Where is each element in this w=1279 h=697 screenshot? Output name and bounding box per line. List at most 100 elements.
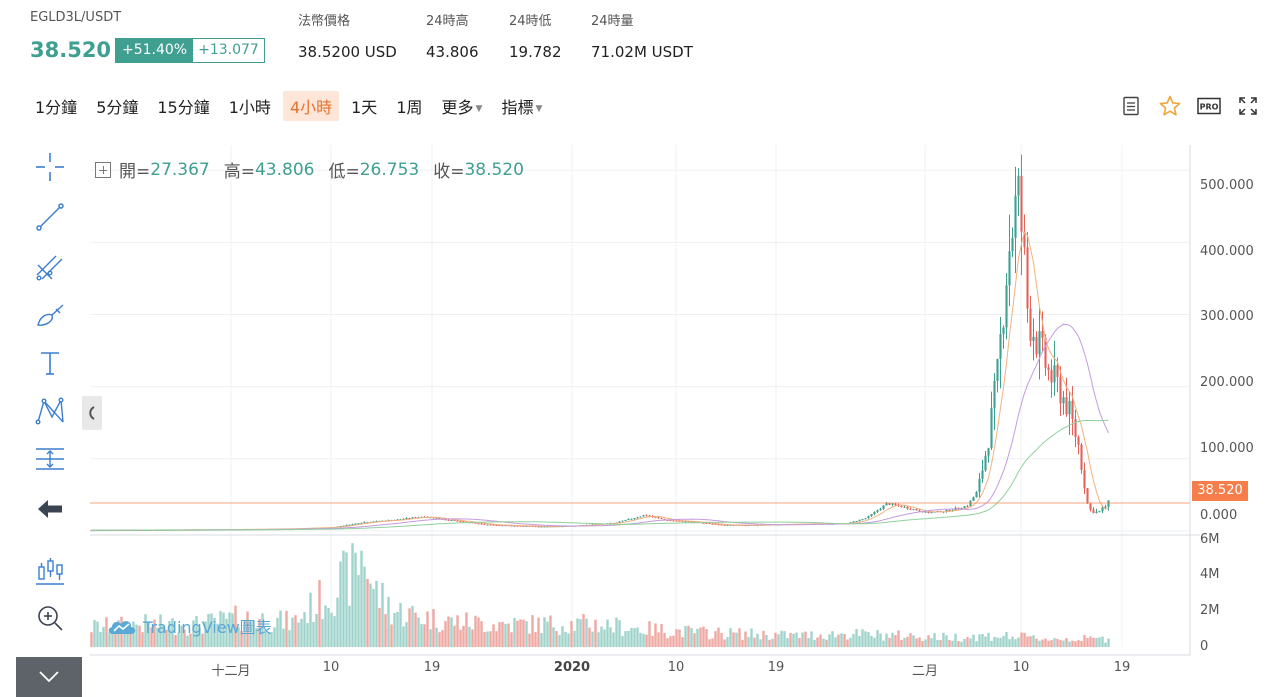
candle-body <box>621 520 624 522</box>
volume-bar <box>375 580 378 647</box>
ma-slow-line <box>91 419 1109 531</box>
note-icon[interactable] <box>1118 93 1144 119</box>
volume-bar <box>678 629 681 647</box>
volume-bar <box>315 613 318 647</box>
volume-bar <box>327 608 330 647</box>
volume-bar <box>450 617 453 647</box>
volume-bar <box>144 614 147 647</box>
back-arrow-icon[interactable] <box>32 491 68 527</box>
timeframe-1w[interactable]: 1周 <box>396 98 423 117</box>
candle-body <box>1083 469 1086 489</box>
candle-body <box>414 517 417 519</box>
candle-body <box>981 470 984 479</box>
candle-body <box>633 518 636 520</box>
fullscreen-icon[interactable] <box>1235 93 1261 119</box>
pattern-icon[interactable] <box>32 393 68 429</box>
volume-bar <box>324 605 327 647</box>
candle-body <box>927 511 930 514</box>
timeframe-5m[interactable]: 5分鐘 <box>96 98 139 117</box>
time-tick-label: 10 <box>322 660 340 675</box>
volume-bar <box>816 637 819 647</box>
volume-bar <box>147 621 150 647</box>
volume-bar <box>501 621 504 647</box>
volume-bar <box>918 637 921 647</box>
volume-bar <box>1086 638 1089 647</box>
candle-body <box>732 524 735 526</box>
price-chart[interactable] <box>90 145 1279 697</box>
candle-body <box>972 497 975 501</box>
timeframe-1d[interactable]: 1天 <box>351 98 378 117</box>
candle-body <box>1023 231 1026 248</box>
timeframe-15m[interactable]: 15分鐘 <box>157 98 210 117</box>
volume-bar <box>1056 638 1059 647</box>
candles-icon[interactable] <box>32 553 68 589</box>
volume-bar <box>537 617 540 647</box>
volume-bar <box>126 621 129 647</box>
timeframe-1h[interactable]: 1小時 <box>228 98 271 117</box>
volume-bar <box>261 613 264 647</box>
text-icon[interactable] <box>32 345 68 381</box>
volume-bar <box>1032 635 1035 647</box>
fib-icon[interactable] <box>32 249 68 285</box>
candle-body <box>1011 237 1014 252</box>
volume-bar <box>900 639 903 647</box>
candle-body <box>1071 400 1074 419</box>
volume-bar <box>141 632 144 647</box>
candle-body <box>1098 511 1101 513</box>
chevron-down-icon[interactable] <box>16 657 82 697</box>
volume-bar <box>90 632 93 647</box>
crosshair-icon[interactable] <box>32 149 68 185</box>
candle-body <box>1056 365 1059 377</box>
candle-body <box>975 492 978 498</box>
toolbar-collapse-handle[interactable] <box>82 396 102 430</box>
volume-bar <box>267 632 270 647</box>
zoom-icon[interactable] <box>32 600 68 636</box>
candle-body <box>909 508 912 510</box>
measure-icon[interactable] <box>32 441 68 477</box>
volume-bar <box>336 597 339 647</box>
brush-icon[interactable] <box>32 297 68 333</box>
candle-body <box>912 509 915 511</box>
volume-bar <box>990 640 993 647</box>
volume-bar <box>372 589 375 647</box>
volume-bar <box>885 633 888 647</box>
volume-bar <box>108 632 111 647</box>
candle-body <box>351 523 354 525</box>
indicators-dropdown[interactable]: 指標 ▼ <box>494 91 549 121</box>
volume-bar <box>351 543 354 647</box>
volume-bar <box>123 630 126 647</box>
volume-bar <box>732 632 735 647</box>
trendline-icon[interactable] <box>32 199 68 235</box>
star-icon[interactable] <box>1157 93 1183 119</box>
volume-bar <box>795 632 798 647</box>
volume-bar <box>579 619 582 647</box>
volume-bar <box>150 627 153 647</box>
candle-body <box>867 516 870 519</box>
expand-icon[interactable] <box>95 161 111 178</box>
volume-bar <box>819 634 822 647</box>
candle-body <box>438 518 441 520</box>
volume-bar <box>927 635 930 647</box>
stat-label: 法幣價格 <box>298 14 351 29</box>
volume-bar <box>1080 640 1083 647</box>
more-dropdown[interactable]: 更多 ▼ <box>435 91 490 121</box>
volume-bar <box>549 615 552 647</box>
volume-bar <box>882 640 885 647</box>
volume-bar <box>867 632 870 647</box>
volume-bar <box>675 629 678 647</box>
candle-body <box>945 509 948 512</box>
candle-body <box>666 520 669 522</box>
volume-bar <box>396 611 399 647</box>
candle-body <box>435 518 438 520</box>
volume-bar <box>525 621 528 647</box>
volume-bar <box>630 627 633 647</box>
timeframe-4h[interactable]: 4小時 <box>282 91 340 121</box>
price-tick-label: 400.000 <box>1200 244 1254 259</box>
volume-bar <box>624 631 627 647</box>
volume-bar <box>369 583 372 647</box>
volume-bar <box>861 629 864 647</box>
candle-body <box>900 505 903 508</box>
timeframe-1m[interactable]: 1分鐘 <box>35 98 78 117</box>
pro-toggle-button[interactable]: PRO <box>1196 93 1222 119</box>
candle-body <box>855 521 858 523</box>
